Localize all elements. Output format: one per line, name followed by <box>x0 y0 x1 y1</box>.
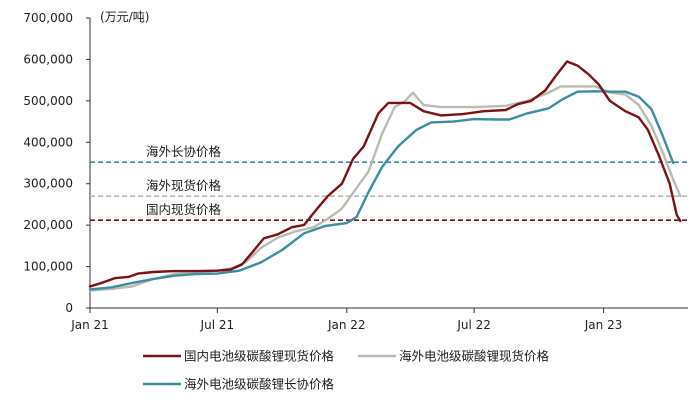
y-tick-label: 600,000 <box>23 52 73 66</box>
y-tick-label: 100,000 <box>23 260 73 274</box>
reference-label: 海外长协价格 <box>146 144 222 159</box>
y-tick-label: 200,000 <box>23 218 73 232</box>
series-line <box>88 60 682 288</box>
series-lines <box>88 60 682 292</box>
x-tick-label: Jan 23 <box>584 318 623 332</box>
unit-label: (万元/吨) <box>100 10 149 24</box>
y-axis: 0 100,000 200,000 300,000 400,000 500,000 600,… <box>23 11 91 315</box>
y-tick-label: 400,000 <box>23 135 73 149</box>
x-axis: Jan 21 Jul 21 Jan 22 Jul 22 Jan 23 <box>70 307 688 332</box>
y-tick-label: 700,000 <box>23 11 73 25</box>
legend-label: 海外电池级碳酸锂长协价格 <box>184 377 335 392</box>
x-tick-label: Jan 21 <box>70 318 109 332</box>
x-tick-label: Jul 21 <box>200 318 235 332</box>
y-tick-label: 0 <box>65 301 73 315</box>
x-tick-label: Jul 22 <box>456 318 491 332</box>
y-tick-label: 300,000 <box>23 177 73 191</box>
reference-lines <box>90 161 688 221</box>
reference-label: 海外现货价格 <box>146 178 222 193</box>
legend-label: 海外电池级碳酸锂现货价格 <box>399 349 550 364</box>
y-tick-label: 500,000 <box>23 94 73 108</box>
legend-label: 国内电池级碳酸锂现货价格 <box>184 349 335 364</box>
x-tick-label: Jan 22 <box>327 318 366 332</box>
reference-label: 国内现货价格 <box>146 202 222 217</box>
